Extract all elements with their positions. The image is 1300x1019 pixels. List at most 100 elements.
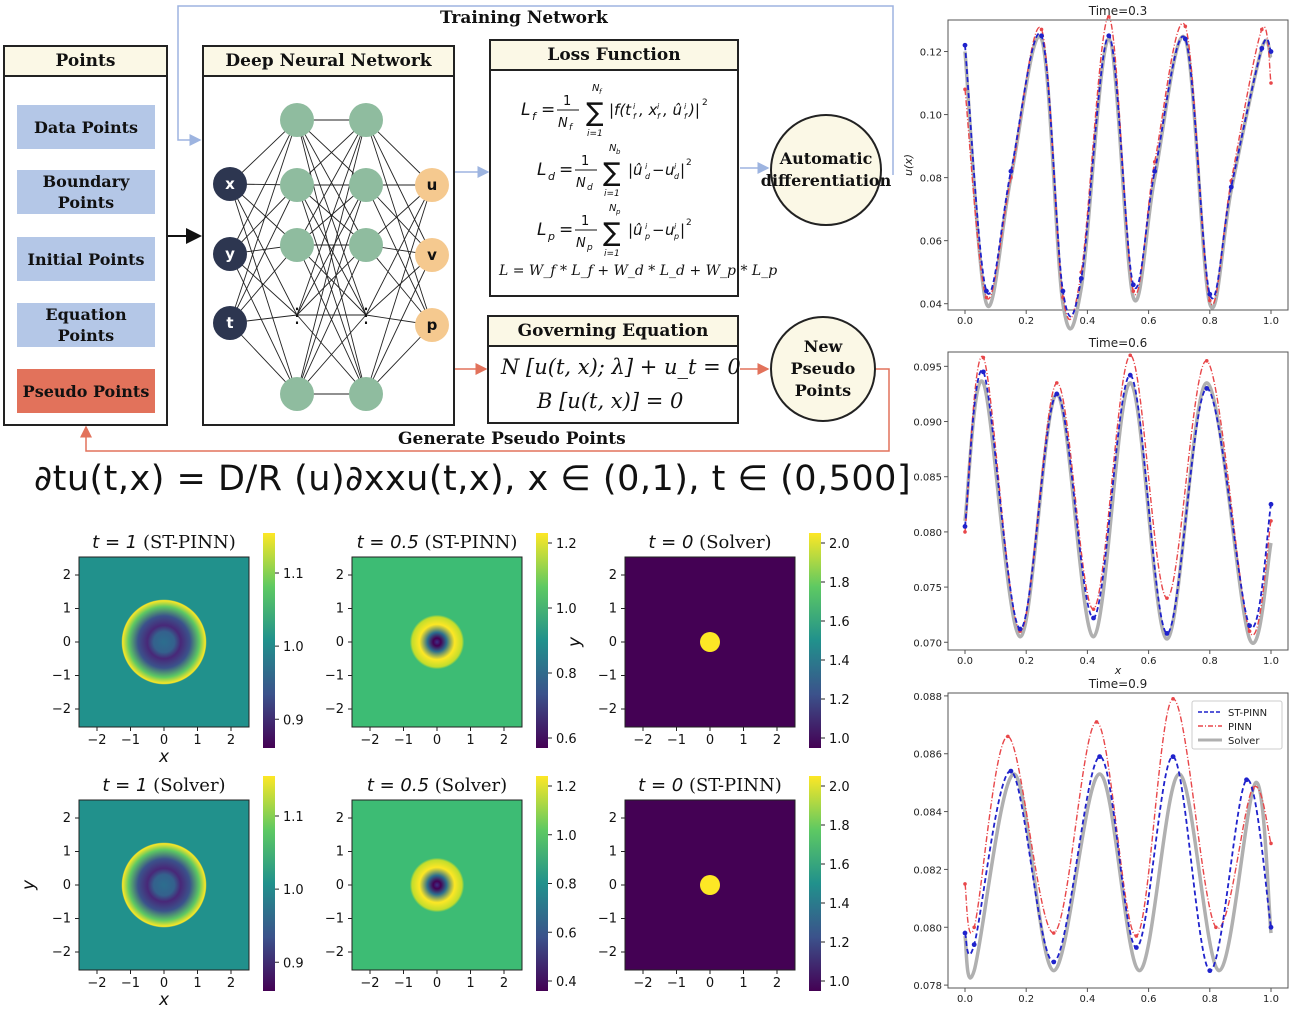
x-tick: −1	[667, 976, 686, 991]
x-tick: −1	[667, 733, 686, 748]
svg-text:L: L	[521, 100, 530, 120]
x-axis-label: x	[1114, 664, 1122, 677]
svg-text:p: p	[615, 208, 621, 216]
y-tick: 0.086	[913, 750, 942, 761]
y-tick: 0.08	[920, 174, 942, 185]
heatmap-ring	[405, 610, 469, 674]
series-point-st-pinn	[1051, 959, 1057, 965]
x-axis-label: x	[158, 747, 170, 767]
series-point-st-pinn	[1268, 501, 1274, 507]
y-tick: 0.10	[920, 111, 942, 122]
colorbar-tick: 1.6	[829, 858, 850, 873]
y-tick: −1	[52, 912, 71, 927]
x-tick: 0	[160, 733, 168, 748]
series-point-st-pinn	[1127, 372, 1133, 378]
svg-text:d: d	[674, 172, 680, 181]
series-point-pinn	[963, 530, 967, 534]
svg-text:2: 2	[702, 98, 708, 108]
series-point-pinn	[963, 87, 967, 92]
x-tick: 0.2	[1018, 994, 1034, 1005]
colorbar-tick: 1.8	[829, 819, 850, 834]
colorbar-tick: 1.0	[556, 829, 577, 844]
svg-text:d: d	[645, 172, 651, 181]
heatmap-panel: t = 0.5 (Solver) −2 −2 −1 −1 0 0 1 1 2 2 1.2 1.0 0.8 0…	[325, 775, 577, 991]
svg-text:i: i	[645, 222, 648, 231]
hidden-node	[280, 103, 314, 137]
colorbar-tick: 1.0	[829, 975, 850, 990]
y-tick: 0	[63, 878, 71, 893]
training-network-label: Training Network	[440, 8, 608, 28]
series-line-pinn	[964, 354, 1272, 636]
svg-text:f: f	[684, 112, 688, 121]
loss-total-equation: L = W_f * L_f + W_d * L_d + W_p * L_p	[499, 263, 778, 279]
series-point-st-pinn	[1091, 615, 1096, 621]
hidden-node	[349, 168, 383, 202]
colorbar-tick: 1.0	[283, 640, 304, 655]
series-point-pinn	[1055, 381, 1059, 385]
series-point-pinn	[1214, 925, 1218, 930]
series-point-st-pinn	[1054, 391, 1060, 397]
x-tick: −1	[121, 733, 140, 748]
x-tick: −2	[87, 733, 106, 748]
y-tick: 1	[336, 845, 344, 860]
y-tick: −1	[52, 669, 71, 684]
svg-text:∑: ∑	[603, 218, 621, 248]
chart-title: Time=0.6	[1088, 336, 1148, 350]
legend-entry: PINN	[1228, 722, 1252, 733]
x-tick: 2	[773, 976, 781, 991]
svg-text:f: f	[657, 112, 661, 121]
x-tick: 1	[193, 733, 201, 748]
svg-text:u: u	[665, 221, 675, 239]
heatmap-ring	[112, 833, 216, 937]
svg-text:f: f	[532, 110, 538, 123]
output-label-v: v	[427, 246, 437, 264]
y-tick: 2	[609, 568, 617, 583]
series-point-st-pinn	[1268, 924, 1274, 930]
output-node-p	[415, 308, 449, 342]
svg-text:i: i	[684, 102, 687, 111]
svg-text:p: p	[547, 230, 555, 243]
heatmap-title: t = 0.5 (Solver)	[367, 775, 507, 796]
series-point-pinn	[981, 355, 986, 360]
series-point-st-pinn	[1204, 386, 1210, 391]
svg-text:f: f	[633, 112, 637, 121]
series-point-pinn	[1134, 934, 1139, 938]
x-tick: −2	[360, 733, 379, 748]
series-point-pinn	[1269, 81, 1273, 85]
heatmap-title: t = 1 (ST-PINN)	[92, 532, 236, 553]
x-tick: 1	[466, 733, 474, 748]
series-point-pinn	[1094, 720, 1099, 724]
plot-frame	[947, 19, 1289, 311]
y-tick: 0.080	[913, 528, 942, 539]
svg-text:|û: |û	[628, 221, 643, 239]
initial-points-box: Initial Points	[17, 237, 155, 281]
svg-text:i=1: i=1	[604, 189, 620, 199]
y-tick: 0	[336, 635, 344, 650]
series-point-st-pinn	[971, 942, 977, 948]
colorbar-tick: 1.0	[556, 602, 577, 617]
y-tick: −1	[598, 669, 617, 684]
svg-text:N: N	[609, 203, 617, 214]
output-node-v	[415, 238, 449, 272]
series-point-st-pinn	[1133, 945, 1139, 950]
x-tick: 1.0	[1263, 994, 1279, 1005]
series-point-pinn	[1128, 353, 1133, 358]
x-tick: 2	[773, 733, 781, 748]
svg-text:f: f	[599, 88, 603, 96]
heatmap-dot	[700, 632, 720, 652]
colorbar	[809, 776, 821, 991]
colorbar-tick: 1.2	[556, 537, 577, 552]
svg-text:, û: , û	[663, 101, 682, 119]
nn-connections	[229, 119, 433, 395]
line-chart: Time=0.9 0.0 0.2 0.4 0.6 0.8 1.0 0.078 0.080 0.08…	[913, 677, 1289, 1005]
series-point-st-pinn	[1017, 626, 1023, 632]
x-tick: 0	[433, 733, 441, 748]
series-point-pinn	[1208, 298, 1212, 303]
output-node-u	[415, 168, 449, 202]
series-point-pinn	[1131, 289, 1136, 293]
governing-eq1: N [u(t, x); λ] + u_t = 0	[501, 355, 741, 379]
ellipsis-icon: ⋮	[356, 303, 376, 327]
series-point-pinn	[1006, 734, 1010, 739]
